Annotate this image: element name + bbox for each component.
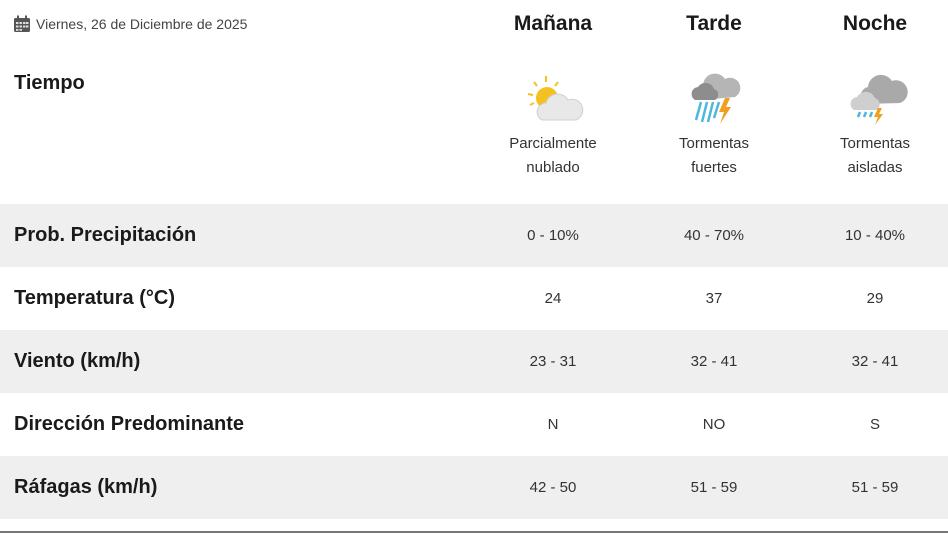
condition-text-line2: fuertes: [691, 159, 737, 176]
value-afternoon: NO: [702, 416, 726, 433]
condition-text-line1: Tormentas: [839, 135, 911, 152]
row-wind: Viento (km/h) 23 - 31 32 - 41 32 - 41: [0, 330, 948, 393]
value-night: S: [869, 416, 880, 433]
date-text: Viernes, 26 de Diciembre de 2025: [36, 16, 248, 32]
column-header-morning: Mañana: [513, 12, 593, 35]
value-night: 51 - 59: [851, 479, 899, 496]
partly-cloudy-icon: [527, 76, 584, 121]
row-label: Viento (km/h): [14, 350, 141, 372]
condition-text-line1: Parcialmente: [509, 135, 597, 152]
condition-night: Tormentas aisladas: [795, 70, 948, 180]
calendar-icon: [14, 15, 30, 32]
value-afternoon: 32 - 41: [690, 353, 738, 370]
value-morning: N: [547, 416, 559, 433]
row-label: Ráfagas (km/h): [14, 476, 158, 498]
column-header-afternoon: Tarde: [686, 12, 742, 35]
value-night: 29: [866, 290, 884, 307]
isolated-storm-icon: [850, 74, 908, 125]
value-morning: 24: [544, 290, 562, 307]
value-night: 32 - 41: [851, 353, 899, 370]
condition-text-line1: Tormentas: [678, 135, 750, 152]
condition-afternoon: Tormentas fuertes: [634, 70, 794, 180]
condition-morning: Parcialmente nublado: [473, 70, 633, 180]
value-afternoon: 51 - 59: [690, 479, 738, 496]
value-morning: 0 - 10%: [527, 227, 579, 244]
value-morning: 23 - 31: [529, 353, 577, 370]
row-label: Dirección Predominante: [14, 413, 245, 435]
row-wind-direction: Dirección Predominante N NO S: [0, 393, 948, 456]
row-gusts: Ráfagas (km/h) 42 - 50 51 - 59 51 - 59: [0, 456, 948, 519]
bottom-divider: [0, 531, 948, 533]
value-night: 10 - 40%: [844, 227, 906, 244]
value-afternoon: 37: [705, 290, 723, 307]
column-header-night: Noche: [842, 12, 908, 35]
value-morning: 42 - 50: [529, 479, 577, 496]
heavy-storm-icon: [691, 73, 741, 124]
condition-text-line2: nublado: [526, 159, 580, 176]
condition-text-line2: aisladas: [847, 159, 903, 176]
row-label: Prob. Precipitación: [14, 224, 197, 246]
weather-label: Tiempo: [14, 72, 85, 94]
date-header: Viernes, 26 de Diciembre de 2025: [12, 14, 247, 34]
row-precipitation: Prob. Precipitación 0 - 10% 40 - 70% 10 …: [0, 204, 948, 267]
row-label: Temperatura (°C): [14, 287, 175, 309]
value-afternoon: 40 - 70%: [683, 227, 745, 244]
row-temperature: Temperatura (°C) 24 37 29: [0, 267, 948, 330]
